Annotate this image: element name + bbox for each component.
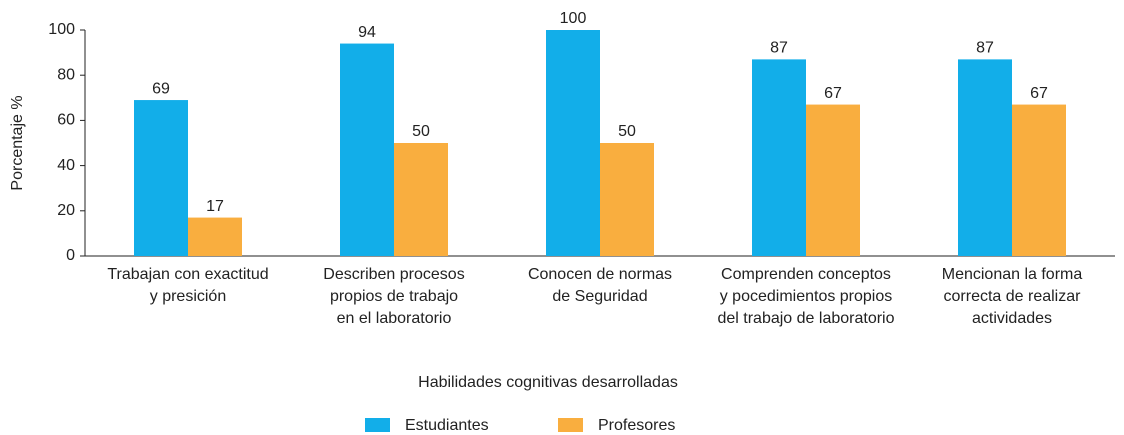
- value-label: 17: [206, 198, 224, 215]
- bar: [340, 43, 394, 257]
- bar: [188, 217, 242, 256]
- bar: [394, 143, 448, 256]
- x-tick-label: Mencionan la forma correcta de realizar …: [941, 266, 1083, 327]
- bar: [600, 143, 654, 256]
- value-label: 94: [358, 24, 376, 41]
- x-tick-label: Conocen de normas de Seguridad: [527, 266, 673, 305]
- bar: [134, 100, 188, 256]
- legend-label: Estudiantes: [405, 417, 489, 434]
- x-axis-title: Habilidades cognitivas desarrolladas: [418, 374, 678, 391]
- x-tick-label: Describen procesos propios de trabajo en…: [323, 266, 465, 327]
- x-tick-label: Trabajan con exactitud y presición: [107, 266, 269, 305]
- y-tick-label: 80: [57, 66, 75, 83]
- bar: [546, 30, 600, 256]
- value-label: 50: [618, 123, 636, 140]
- value-label: 87: [976, 40, 994, 57]
- y-tick-label: 0: [66, 247, 75, 264]
- value-label: 67: [1030, 85, 1048, 102]
- y-tick-label: 100: [48, 21, 75, 38]
- value-label: 50: [412, 123, 430, 140]
- bar: [806, 104, 860, 256]
- x-tick-label: Comprenden conceptos y pocedimientos pro…: [717, 266, 895, 327]
- value-label: 67: [824, 85, 842, 102]
- y-tick-label: 20: [57, 202, 75, 219]
- bar: [1012, 104, 1066, 256]
- y-tick-label: 60: [57, 112, 75, 129]
- legend-label: Profesores: [598, 417, 675, 434]
- bar: [752, 59, 806, 256]
- y-axis-title: Porcentaje %: [9, 95, 26, 190]
- value-label: 69: [152, 80, 170, 97]
- value-label: 100: [560, 10, 587, 27]
- y-tick-label: 40: [57, 157, 75, 174]
- bar: [958, 59, 1012, 256]
- legend-swatch: [558, 418, 583, 432]
- value-label: 87: [770, 40, 788, 57]
- legend-swatch: [365, 418, 390, 432]
